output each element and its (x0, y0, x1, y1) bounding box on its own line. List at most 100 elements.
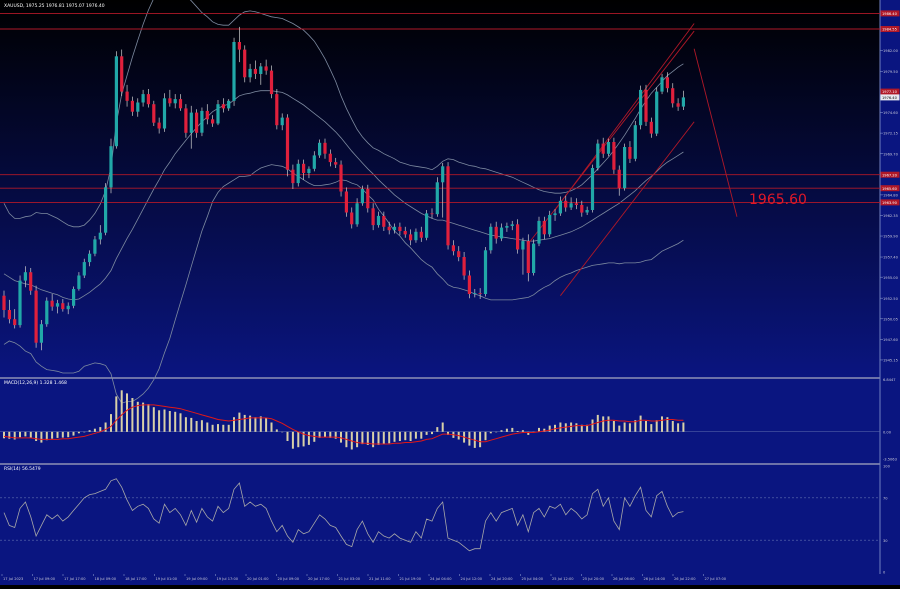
candle (489, 223, 493, 254)
candle (302, 159, 306, 180)
macd-title: MACD(12,26,9) 1.328 1.468 (4, 380, 67, 386)
candle (45, 297, 49, 327)
macd-bar (115, 396, 118, 432)
candle (104, 183, 108, 236)
macd-bar (19, 431, 21, 438)
candle-body (82, 262, 86, 276)
horizontal-levels[interactable] (0, 12, 880, 203)
candle (50, 294, 54, 311)
price-tick-label: 1955.00 (883, 276, 899, 280)
macd-bar (516, 431, 519, 432)
macd-bar (398, 431, 401, 441)
macd-bar (500, 430, 503, 432)
time-tick-label: 24 Jul 04:00 (430, 577, 452, 581)
projection-line[interactable] (693, 48, 738, 217)
candle (494, 221, 498, 244)
candle-body (253, 68, 257, 74)
price-tick-label: 1959.90 (883, 235, 899, 239)
candle (253, 60, 257, 79)
candle (462, 252, 466, 280)
rsi-title: RSI(14) 56.5479 (4, 466, 41, 472)
candle (398, 222, 402, 236)
price-tag-label: 1967.20 (882, 173, 898, 177)
candle (403, 226, 407, 238)
channel-lower[interactable] (560, 121, 695, 296)
price-tag-box (880, 94, 900, 101)
macd-bar (8, 431, 11, 439)
candle (146, 89, 150, 108)
candle-body (55, 303, 60, 307)
time-tick-label: 25 Jul 12:00 (552, 577, 574, 581)
candle-body (590, 168, 595, 210)
candle (114, 51, 118, 149)
macd-signal-line (3, 404, 684, 445)
macd-bar (543, 428, 546, 432)
macd-bar (586, 424, 589, 432)
macd-bar (88, 430, 91, 432)
price-tag-label: 1977.10 (882, 90, 898, 94)
macd-bar (425, 431, 428, 435)
channel-middle[interactable] (527, 30, 695, 244)
time-tick-label: 20 Jul 01:00 (247, 577, 269, 581)
candle (339, 160, 343, 197)
macd-bar (270, 422, 273, 432)
candle (130, 96, 134, 116)
macd-bar (126, 393, 128, 432)
macd-bar (414, 431, 417, 439)
candle (200, 107, 204, 137)
macd-bar (340, 431, 342, 443)
candle (232, 37, 236, 106)
candle-body (125, 91, 129, 101)
candle-body (152, 104, 156, 123)
price-tag-box (880, 185, 900, 192)
candle (66, 302, 70, 315)
price-tick-label: 1982.00 (883, 49, 899, 53)
candle (29, 267, 33, 295)
macd-bar (13, 431, 16, 440)
macd-bar (489, 431, 492, 434)
macd-bar (334, 431, 337, 439)
candle-body (564, 200, 568, 208)
macd-bar (623, 422, 626, 432)
candle (366, 184, 370, 213)
macd-bar (142, 402, 145, 432)
macd-bar (366, 431, 369, 445)
macd-bar (136, 401, 139, 432)
candle-body (243, 49, 247, 78)
candle (312, 151, 316, 172)
time-tick-label: 19 Jul 01:00 (156, 577, 178, 581)
candle (612, 137, 616, 174)
macd-bar (120, 390, 123, 432)
candle-body (360, 189, 364, 204)
macd-bar (559, 422, 562, 432)
price-tick-label: 1979.50 (883, 70, 899, 74)
macd-bar (286, 431, 289, 441)
macd-bar (152, 407, 155, 432)
candle-body (344, 191, 348, 213)
macd-bar (61, 431, 64, 438)
macd-bar (671, 421, 674, 432)
level-annotation-1965-60[interactable]: 1965.60 (749, 192, 807, 208)
trend-channel[interactable] (527, 23, 738, 296)
macd-bar (388, 431, 391, 444)
macd-bar (479, 431, 482, 448)
time-tick-label: 24 Jul 12:00 (461, 577, 483, 581)
rsi-indicator: 100 70 30 0 (0, 465, 891, 575)
candle (553, 209, 557, 221)
candle-body (339, 164, 343, 192)
candle-body (623, 147, 627, 189)
candle-body (665, 77, 669, 89)
candle-body (612, 142, 616, 170)
price-tick-label: 1969.70 (883, 152, 899, 156)
macd-bar (447, 431, 449, 435)
candle-body (2, 295, 6, 310)
macd-bar (548, 425, 551, 432)
candle-body (162, 98, 167, 129)
macd-bar (158, 410, 161, 432)
candle-body (655, 91, 659, 134)
macd-bar (318, 431, 321, 438)
candle (168, 89, 172, 107)
macd-bar (238, 412, 241, 432)
time-tick-label: 20 Jul 09:00 (278, 577, 300, 581)
